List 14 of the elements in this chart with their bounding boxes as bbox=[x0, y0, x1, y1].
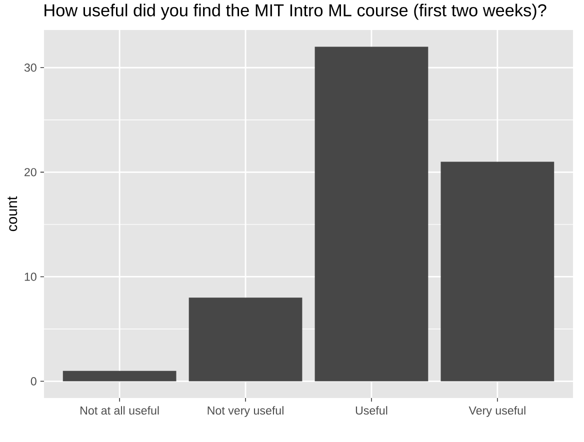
bar bbox=[314, 46, 428, 382]
x-tick-label: Very useful bbox=[468, 406, 526, 417]
y-tick-label: 30 bbox=[24, 64, 36, 72]
bar bbox=[62, 370, 176, 382]
bar bbox=[188, 298, 302, 382]
x-tick-label: Not at all useful bbox=[80, 406, 159, 415]
y-tick-label: 20 bbox=[24, 168, 36, 176]
y-tick-label: 10 bbox=[24, 272, 36, 281]
y-axis-title: count bbox=[8, 196, 18, 232]
chart-title: How useful did you find the MIT Intro ML course (first two weeks)? bbox=[44, 4, 546, 20]
bar bbox=[440, 162, 554, 382]
y-tick-label: 0 bbox=[30, 377, 36, 386]
x-tick-label: Useful bbox=[356, 406, 388, 415]
x-tick-label: Not very useful bbox=[208, 406, 284, 417]
